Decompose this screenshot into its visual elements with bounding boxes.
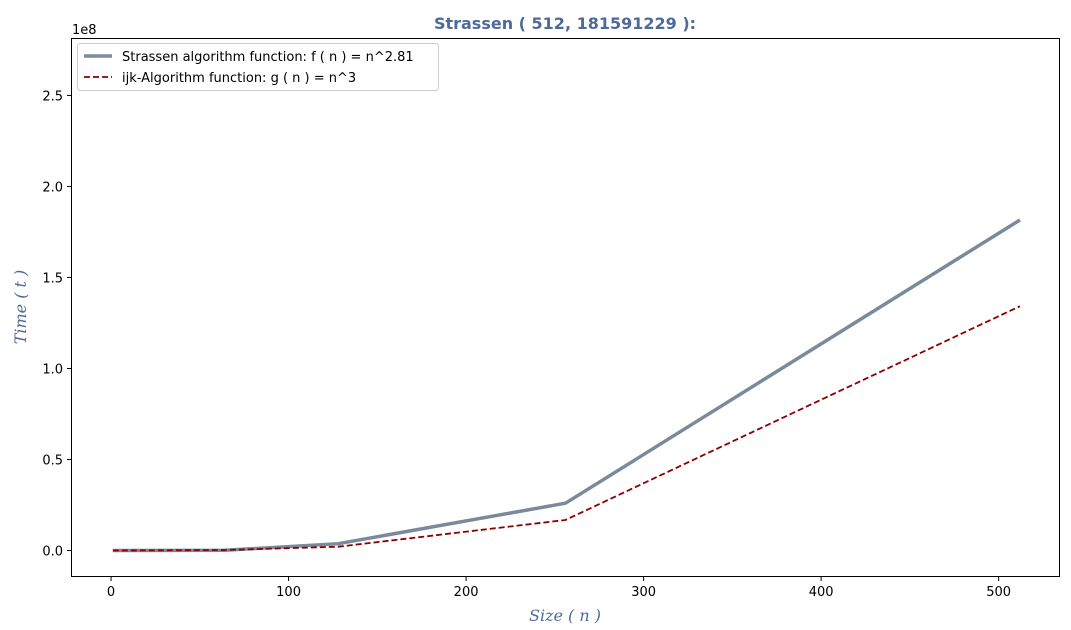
series-line-strassen <box>112 218 1021 553</box>
x-tick-label: 200 <box>454 585 479 600</box>
y-axis-offset-label: 1e8 <box>72 23 97 38</box>
series-layer <box>112 218 1021 553</box>
x-tick-label: 0 <box>107 585 115 600</box>
chart-title: Strassen ( 512, 181591229 ): <box>434 14 696 33</box>
y-tick-label: 1.0 <box>42 362 63 377</box>
legend-box <box>77 43 439 91</box>
y-tick-label: 2.0 <box>42 180 63 195</box>
legend-label-strassen: Strassen algorithm function: f ( n ) = n… <box>122 50 414 65</box>
plot-area-frame <box>71 38 1060 577</box>
x-axis-ticks: 0 100 200 300 400 500 <box>107 576 1011 600</box>
y-axis-label: Time ( t ) <box>11 270 30 345</box>
y-tick-label: 0.0 <box>42 545 63 560</box>
x-axis-label: Size ( n ) <box>529 606 601 625</box>
y-tick-label: 0.5 <box>42 453 63 468</box>
x-tick-label: 500 <box>986 585 1011 600</box>
series-line-ijk <box>112 305 1021 552</box>
y-axis-ticks: 0.0 0.5 1.0 1.5 2.0 2.5 <box>42 89 72 560</box>
y-tick-label: 1.5 <box>42 271 63 286</box>
y-tick-label: 2.5 <box>42 89 63 104</box>
x-tick-label: 300 <box>631 585 656 600</box>
legend-label-ijk: ijk-Algorithm function: g ( n ) = n^3 <box>122 71 356 86</box>
legend: Strassen algorithm function: f ( n ) = n… <box>77 43 439 91</box>
x-tick-label: 400 <box>809 585 834 600</box>
x-tick-label: 100 <box>276 585 301 600</box>
